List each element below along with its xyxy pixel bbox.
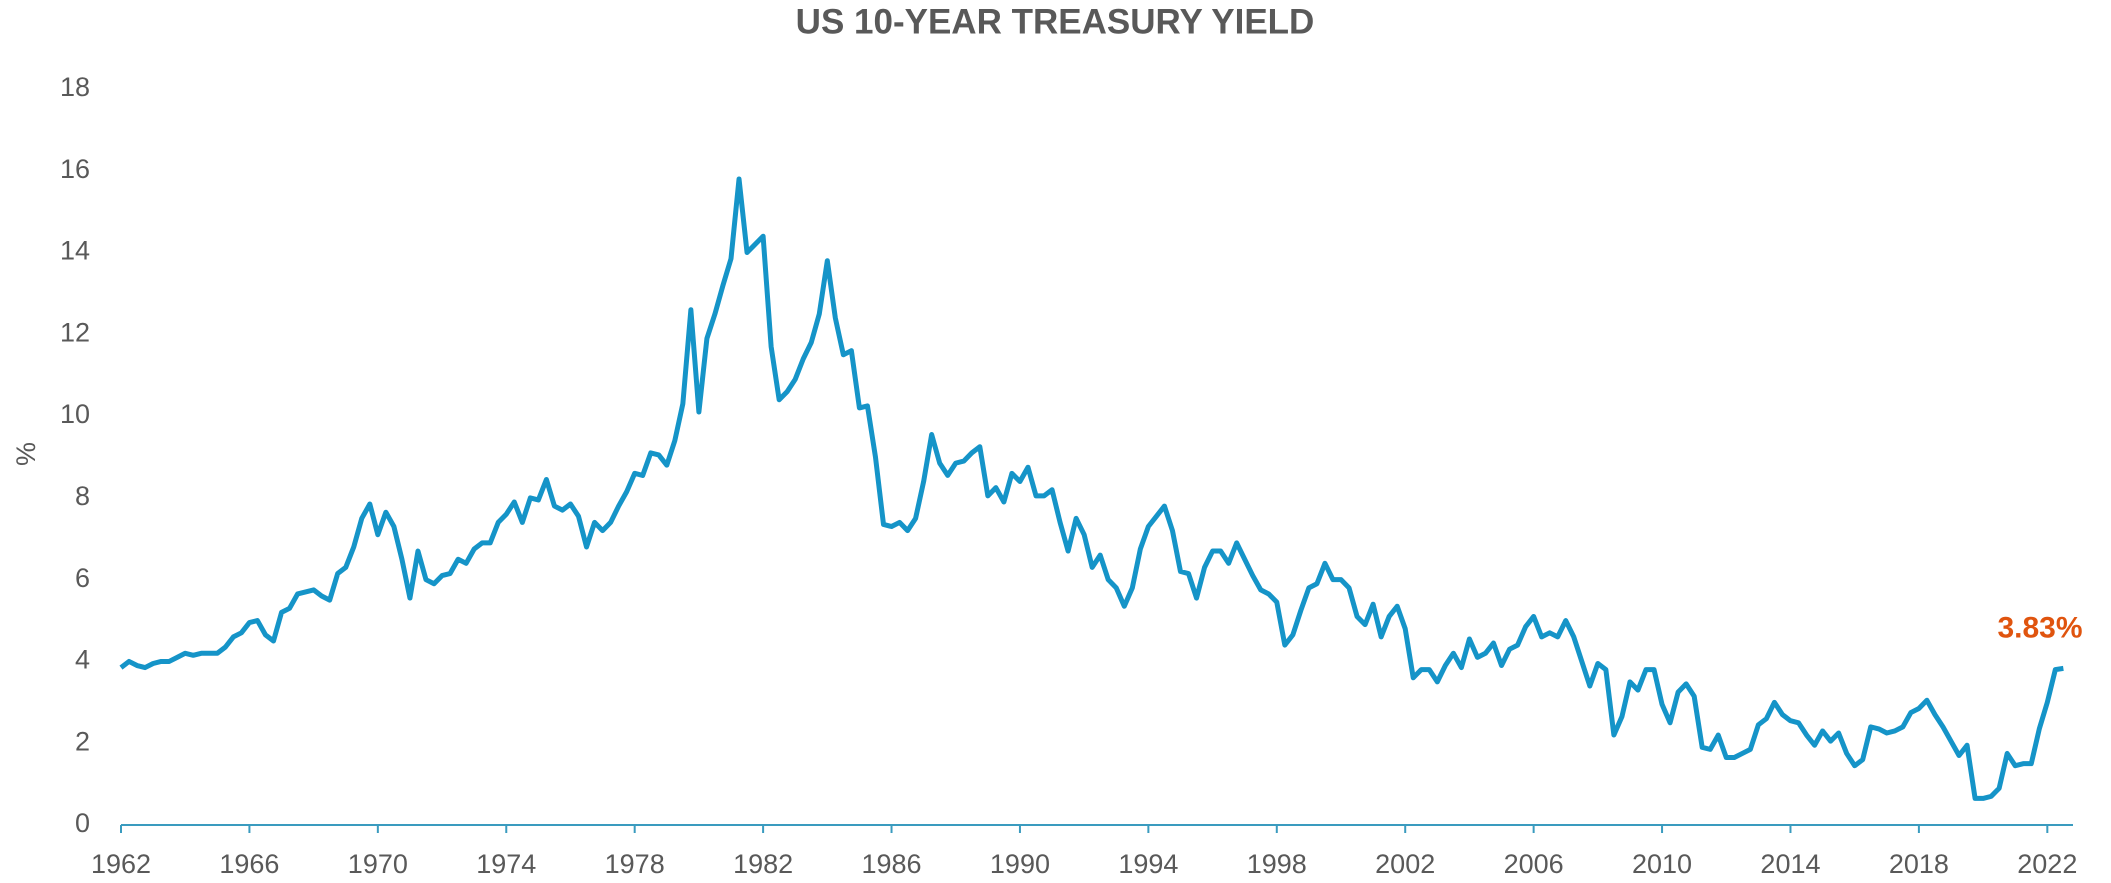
x-tick-label: 1990 <box>990 849 1050 879</box>
x-tick-label: 2018 <box>1889 849 1949 879</box>
x-tick-label: 2006 <box>1504 849 1564 879</box>
y-tick-label: 2 <box>75 726 90 756</box>
y-tick-label: 4 <box>75 645 90 675</box>
x-tick-label: 1966 <box>219 849 279 879</box>
x-tick-label: 2002 <box>1375 849 1435 879</box>
x-tick-label: 1970 <box>348 849 408 879</box>
x-tick-label: 1986 <box>861 849 921 879</box>
y-axis-label: % <box>11 442 41 466</box>
x-tick-label: 2010 <box>1632 849 1692 879</box>
y-tick-label: 14 <box>60 236 90 266</box>
x-tick-label: 2014 <box>1760 849 1820 879</box>
y-tick-label: 16 <box>60 154 90 184</box>
annotation: 3.83% <box>1997 611 2082 644</box>
x-tick-label: 1982 <box>733 849 793 879</box>
x-tick-label: 1994 <box>1118 849 1178 879</box>
y-tick-label: 6 <box>75 563 90 593</box>
y-tick-label: 8 <box>75 481 90 511</box>
data-line <box>119 176 2064 801</box>
y-tick-label: 12 <box>60 317 90 347</box>
x-tick-label: 1974 <box>476 849 536 879</box>
chart-title: US 10-YEAR TREASURY YIELD <box>796 2 1315 41</box>
y-tick-label: 0 <box>75 808 90 838</box>
y-tick-label: 10 <box>60 399 90 429</box>
y-tick-label: 18 <box>60 72 90 102</box>
x-tick-label: 1962 <box>91 849 151 879</box>
x-tick-label: 1978 <box>605 849 665 879</box>
x-tick-label: 1998 <box>1247 849 1307 879</box>
x-tick-label: 2022 <box>2017 849 2077 879</box>
